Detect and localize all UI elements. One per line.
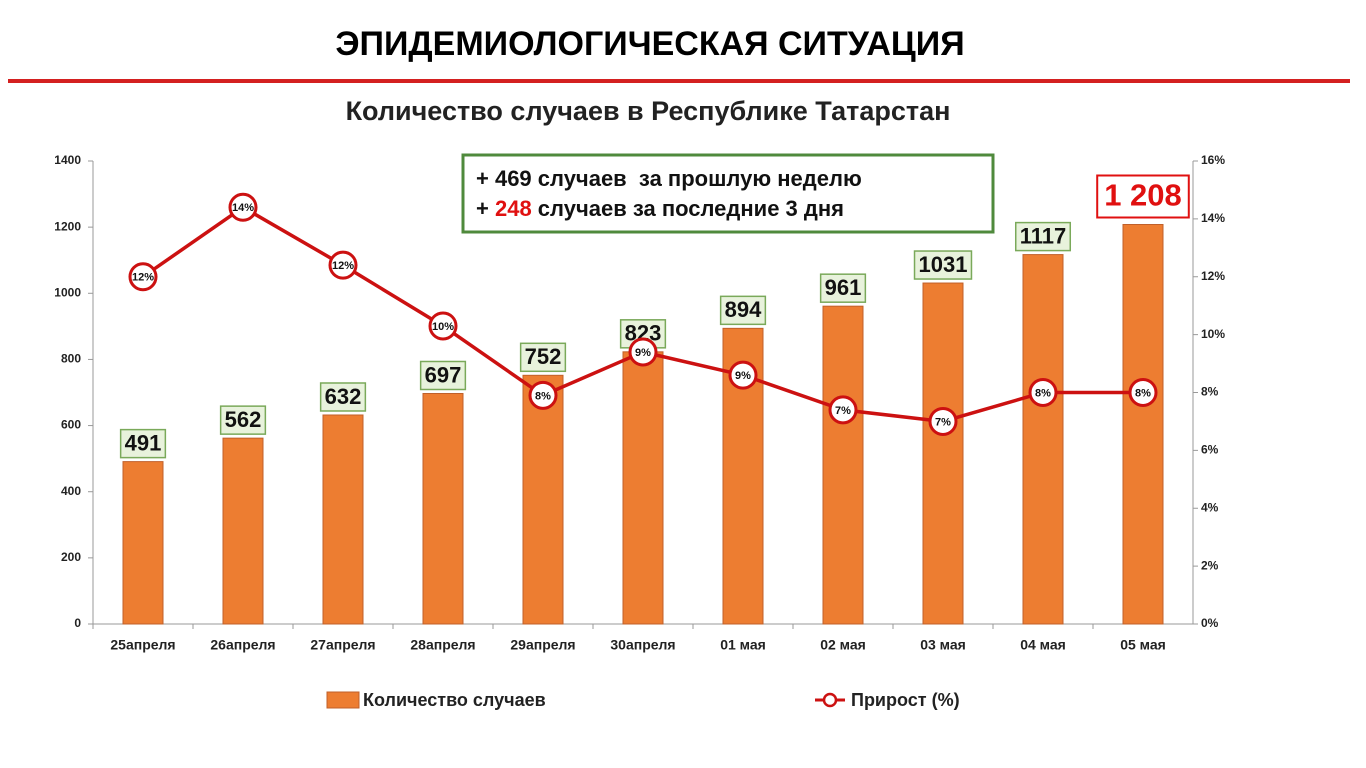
x-tick-label: 26апреля [210, 637, 275, 653]
legend-swatch [326, 691, 360, 709]
x-tick-label: 02 мая [820, 637, 866, 653]
x-tick-label: 03 мая [920, 637, 966, 653]
value-label: 562 [225, 407, 262, 432]
y-tick-label: 400 [61, 484, 81, 498]
value-label-box [219, 405, 267, 435]
value-label: 894 [725, 297, 762, 322]
y-tick-label: 1000 [54, 285, 81, 299]
x-tick-label: 05 мая [1120, 637, 1166, 653]
annotation-part: + [476, 196, 495, 221]
x-tick-label: 25апреля [110, 637, 175, 653]
value-label: 12% [332, 260, 354, 272]
bar [522, 374, 564, 625]
value-label: 10% [432, 321, 454, 333]
line-marker [228, 192, 258, 222]
annotation-number: 248 [495, 196, 532, 221]
line-marker [128, 262, 158, 292]
value-label: 8% [1035, 387, 1051, 399]
bar [222, 437, 264, 625]
y2-tick-label: 4% [1201, 500, 1219, 514]
bar [1022, 254, 1064, 625]
value-label-box [519, 342, 567, 373]
y2-tick-label: 6% [1201, 443, 1219, 457]
legend-marker [822, 692, 838, 708]
bar [422, 392, 464, 625]
annotation-box [461, 153, 995, 234]
value-label-box [1014, 221, 1072, 252]
line-marker [528, 380, 558, 410]
page-title: ЭПИДЕМИОЛОГИЧЕСКАЯ СИТУАЦИЯ [335, 25, 964, 63]
value-label-box [719, 295, 767, 326]
line-marker [728, 360, 758, 390]
value-label-box [119, 428, 167, 459]
y2-tick-label: 10% [1201, 327, 1225, 341]
value-label: 752 [525, 344, 562, 369]
line-marker [828, 395, 858, 425]
value-label-box [319, 382, 367, 412]
value-label: 7% [935, 416, 951, 428]
value-label: 1117 [1020, 223, 1067, 248]
y2-tick-label: 14% [1201, 211, 1225, 225]
value-label: 491 [125, 430, 162, 455]
value-label-box [913, 250, 973, 280]
x-tick-label: 27апреля [310, 637, 375, 653]
value-label: 7% [835, 405, 851, 417]
value-label-box [819, 273, 867, 303]
annotation: + 248 случаев за последние 3 дня [476, 196, 844, 221]
value-label: 8% [1135, 387, 1151, 399]
bar [822, 305, 864, 625]
y-tick-label: 1400 [54, 153, 81, 167]
x-tick-label: 30апреля [610, 637, 675, 653]
legend-label: Прирост (%) [851, 690, 960, 710]
line-marker [1128, 378, 1158, 407]
y2-tick-label: 2% [1201, 558, 1219, 572]
x-tick-label: 28апреля [410, 637, 475, 653]
value-label: 12% [132, 272, 154, 284]
value-label: 1031 [919, 252, 968, 277]
value-label: 9% [635, 347, 651, 359]
y-tick-label: 1200 [54, 219, 81, 233]
bar [122, 461, 164, 625]
value-label: 8% [535, 390, 551, 402]
bar [922, 282, 964, 625]
y2-tick-label: 16% [1201, 153, 1225, 167]
value-label: 961 [825, 275, 862, 300]
chart-title: Количество случаев в Республике Татарста… [346, 96, 951, 126]
line-marker [628, 337, 658, 367]
annotation-part: случаев за последние 3 дня [532, 196, 844, 221]
value-label-box [419, 360, 467, 391]
x-tick-label: 01 мая [720, 637, 766, 653]
legend-label: Количество случаев [363, 690, 546, 710]
bar [1122, 223, 1164, 625]
line-marker [428, 311, 458, 341]
line-marker [928, 406, 958, 436]
value-label: 9% [735, 370, 751, 382]
value-label: 632 [325, 384, 362, 409]
value-label: 697 [425, 362, 462, 387]
x-tick-label: 04 мая [1020, 637, 1066, 653]
x-tick-label: 29апреля [510, 637, 575, 653]
value-label: 14% [232, 202, 254, 214]
line-marker [328, 250, 358, 280]
y2-tick-label: 12% [1201, 269, 1225, 283]
value-label-box [1096, 174, 1190, 219]
y2-tick-label: 8% [1201, 385, 1219, 399]
y-tick-label: 200 [61, 550, 81, 564]
y-tick-label: 600 [61, 418, 81, 432]
y2-tick-label: 0% [1201, 616, 1219, 630]
y-tick-label: 0 [74, 616, 81, 630]
bar [322, 414, 364, 625]
value-label: 1 208 [1104, 178, 1182, 213]
annotation: + 469 случаев за прошлую неделю [476, 166, 862, 191]
bar [622, 351, 664, 625]
line-marker [1028, 378, 1058, 407]
y-tick-label: 800 [61, 352, 81, 366]
